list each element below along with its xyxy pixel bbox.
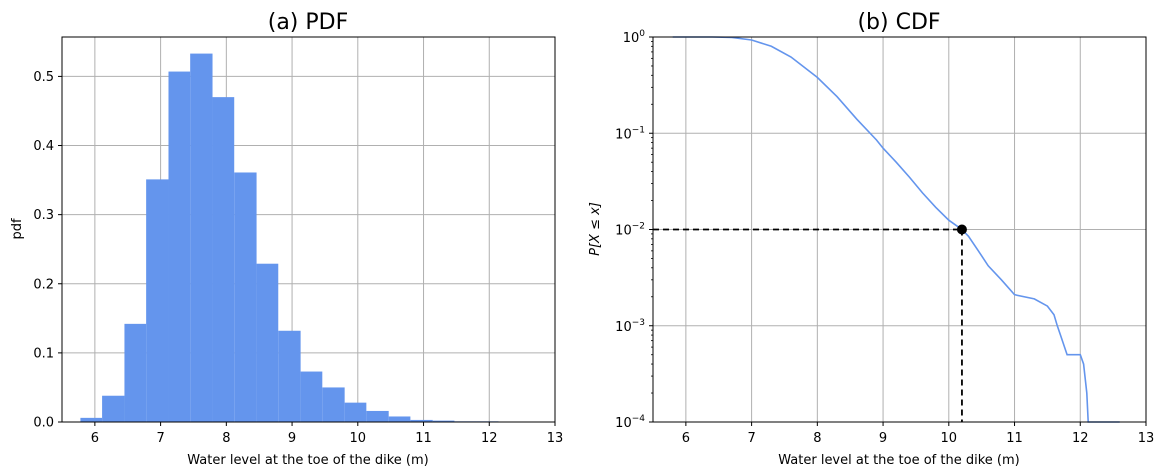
pdf-bars bbox=[80, 53, 521, 423]
cdf-y-tick-exponent: −2 bbox=[632, 222, 645, 232]
cdf-y-tick-exponent: −1 bbox=[632, 125, 645, 135]
cdf-y-tick-exponent: −3 bbox=[632, 318, 645, 328]
pdf-x-tick-label: 11 bbox=[415, 431, 432, 446]
cdf-y-tick-label: 10−2 bbox=[615, 222, 645, 239]
cdf-x-tick-label: 6 bbox=[682, 431, 690, 446]
pdf-y-tick-label: 0.0 bbox=[33, 416, 54, 431]
pdf-y-tick-label: 0.3 bbox=[33, 208, 54, 223]
cdf-title: (b) CDF bbox=[857, 10, 940, 35]
cdf-y-tick-base: 10 bbox=[615, 416, 632, 431]
pdf-x-ticks: 6 7 8 9 10 11 12 13 bbox=[91, 422, 564, 446]
cdf-y-tick-label: 10−1 bbox=[615, 125, 645, 142]
cdf-y-tick-exponent: −4 bbox=[632, 414, 646, 424]
pdf-bar bbox=[124, 323, 147, 422]
cdf-ylabel: P[X ≤ x] bbox=[588, 202, 603, 256]
cdf-xlabel: Water level at the toe of the dike (m) bbox=[778, 453, 1019, 468]
pdf-bar bbox=[234, 172, 257, 422]
cdf-y-tick-base: 10 bbox=[615, 224, 632, 239]
pdf-y-ticks: 0.0 0.1 0.2 0.3 0.4 0.5 bbox=[33, 70, 62, 431]
pdf-bar bbox=[344, 402, 367, 422]
pdf-bar bbox=[102, 395, 125, 422]
pdf-bar bbox=[432, 420, 455, 422]
cdf-x-tick-label: 11 bbox=[1006, 431, 1023, 446]
cdf-panel: (b) CDF 6 7 8 9 10 11 12 13 10−410−310−210−1100… bbox=[588, 10, 1154, 468]
pdf-y-tick-label: 0.4 bbox=[33, 139, 54, 154]
cdf-x-tick-label: 10 bbox=[941, 431, 958, 446]
cdf-x-tick-label: 12 bbox=[1072, 431, 1089, 446]
pdf-x-tick-label: 7 bbox=[156, 431, 164, 446]
pdf-bar bbox=[80, 417, 103, 422]
cdf-x-tick-label: 7 bbox=[747, 431, 755, 446]
pdf-x-tick-label: 10 bbox=[350, 431, 367, 446]
cdf-y-tick-base: 10 bbox=[615, 320, 632, 335]
pdf-bar bbox=[168, 71, 191, 422]
pdf-y-tick-label: 0.5 bbox=[33, 70, 54, 85]
pdf-x-tick-label: 8 bbox=[222, 431, 230, 446]
pdf-bar bbox=[278, 330, 301, 422]
pdf-bar bbox=[366, 410, 389, 422]
pdf-y-tick-label: 0.1 bbox=[33, 346, 54, 361]
pdf-x-tick-label: 12 bbox=[481, 431, 498, 446]
cdf-x-ticks: 6 7 8 9 10 11 12 13 bbox=[682, 422, 1155, 446]
cdf-x-tick-label: 8 bbox=[813, 431, 821, 446]
cdf-y-tick-label: 100 bbox=[623, 29, 646, 46]
pdf-ylabel: pdf bbox=[10, 218, 25, 240]
pdf-bar bbox=[322, 387, 345, 422]
pdf-title: (a) PDF bbox=[268, 10, 349, 35]
pdf-bar bbox=[146, 179, 169, 422]
pdf-x-tick-label: 13 bbox=[547, 431, 564, 446]
pdf-bar bbox=[190, 53, 213, 422]
pdf-x-tick-label: 9 bbox=[288, 431, 296, 446]
cdf-y-tick-base: 10 bbox=[623, 31, 640, 46]
pdf-xlabel: Water level at the toe of the dike (m) bbox=[187, 453, 428, 468]
cdf-marker-point bbox=[956, 224, 967, 235]
pdf-bar bbox=[388, 416, 411, 422]
pdf-x-tick-label: 6 bbox=[91, 431, 99, 446]
cdf-y-tick-base: 10 bbox=[615, 127, 632, 142]
pdf-bar bbox=[410, 419, 433, 422]
cdf-reference-lines bbox=[653, 228, 963, 422]
cdf-x-tick-label: 9 bbox=[879, 431, 887, 446]
cdf-y-tick-exponent: 0 bbox=[639, 29, 645, 39]
pdf-y-tick-label: 0.2 bbox=[33, 277, 54, 292]
cdf-x-tick-label: 13 bbox=[1138, 431, 1155, 446]
pdf-bar bbox=[212, 97, 235, 423]
pdf-axes-frame bbox=[61, 36, 556, 423]
pdf-panel: (a) PDF 6 7 8 9 10 11 12 13 0.00.10.20.30.40.5 … bbox=[10, 10, 563, 468]
pdf-bar bbox=[300, 371, 323, 422]
cdf-y-tick-label: 10−3 bbox=[615, 318, 645, 335]
cdf-y-tick-label: 10−4 bbox=[615, 414, 645, 431]
pdf-bar bbox=[256, 263, 279, 422]
